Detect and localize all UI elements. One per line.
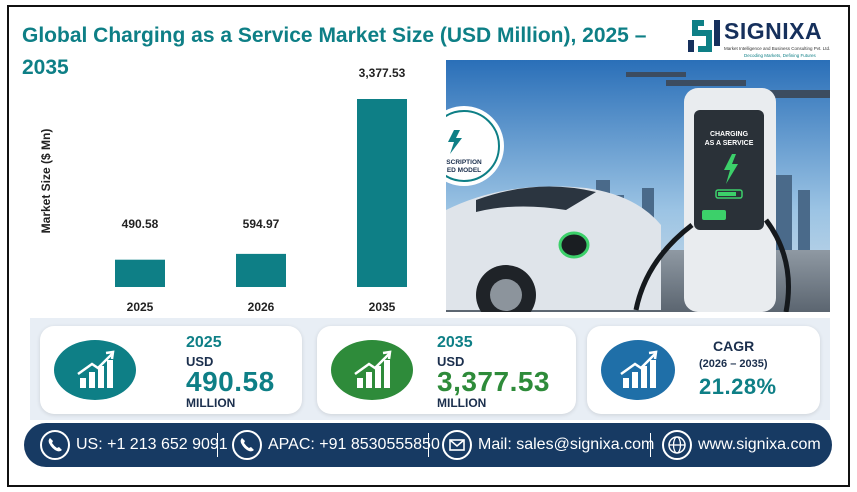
footer-divider [217, 433, 218, 457]
logo-name: SIGNIXA [724, 18, 823, 44]
x-tick-2035: 2035 [369, 300, 396, 314]
card-multiplier: MILLION [437, 396, 487, 410]
growth-chart-icon [77, 350, 115, 388]
lightning-icon [724, 154, 738, 184]
mail-text[interactable]: Mail: sales@signixa.com [478, 436, 655, 453]
summary-cards: 2025 USD 490.58 MILLION 2035 USD 3,377.5… [30, 318, 830, 420]
signixa-logo-mark-icon [688, 20, 720, 52]
footer-divider [428, 433, 429, 457]
card-year: 2035 [437, 334, 473, 351]
station-label: CHARGING AS A SERVICE [705, 131, 754, 147]
cagr-label: CAGR [713, 338, 755, 354]
footer-divider [650, 433, 651, 457]
growth-chart-icon [620, 350, 658, 388]
badge-bolt-icon [448, 130, 462, 154]
ev-charging-illustration: CHARGING AS A SERVICE SCRIPTION ED MODEL [446, 60, 830, 312]
card-icon-circle [601, 340, 675, 400]
card-icon-circle [54, 340, 136, 400]
x-tick-2026: 2026 [248, 300, 275, 314]
bar-chart: Market Size ($ Mn) 490.58 2025 594.97 2026 3… [39, 66, 407, 314]
card-value: 490.58 [186, 366, 275, 397]
badge-text: SCRIPTION ED MODEL [446, 159, 482, 174]
logo-tagline: Decoding Markets, Defining Futures [744, 53, 816, 58]
card-year: 2025 [186, 334, 222, 351]
x-tick-2025: 2025 [127, 300, 154, 314]
ev-charging-photo: CHARGING AS A SERVICE SCRIPTION ED MODEL [446, 60, 830, 312]
cagr-value: 21.28% [699, 374, 777, 399]
card-icon-circle [331, 340, 413, 400]
bar-2026 [236, 253, 286, 287]
card-2035: 2035 USD 3,377.53 MILLION [317, 326, 576, 414]
data-label-2035: 3,377.53 [359, 66, 406, 80]
us-phone-text[interactable]: US: +1 213 652 9091 [76, 436, 228, 453]
card-cagr: CAGR (2026 – 2035) 21.28% [587, 326, 820, 414]
signixa-logo: SIGNIXA Market Intelligence and Business… [686, 16, 836, 64]
card-multiplier: MILLION [186, 396, 236, 410]
bar-2025 [115, 259, 165, 287]
growth-chart-icon [354, 350, 392, 388]
data-label-2025: 490.58 [122, 217, 159, 231]
y-axis-label: Market Size ($ Mn) [39, 129, 53, 234]
contact-footer: US: +1 213 652 9091 APAC: +91 8530555850… [24, 423, 832, 467]
logo-subtitle: Market Intelligence and Business Consult… [724, 46, 831, 51]
data-label-2026: 594.97 [243, 217, 280, 231]
card-unit: USD [437, 354, 465, 369]
card-unit: USD [186, 354, 214, 369]
website-text[interactable]: www.signixa.com [698, 436, 821, 453]
bar-2035 [357, 99, 407, 287]
phone-icon [40, 430, 70, 460]
image-frame [7, 5, 850, 487]
apac-phone-text[interactable]: APAC: +91 8530555850 [268, 436, 440, 453]
cagr-period: (2026 – 2035) [699, 358, 768, 370]
card-value: 3,377.53 [437, 366, 550, 397]
mail-icon [442, 430, 472, 460]
battery-icon [715, 189, 743, 199]
phone-icon [232, 430, 262, 460]
page-title: Global Charging as a Service Market Size… [22, 24, 647, 79]
globe-icon [662, 430, 692, 460]
card-2025: 2025 USD 490.58 MILLION [40, 326, 302, 414]
